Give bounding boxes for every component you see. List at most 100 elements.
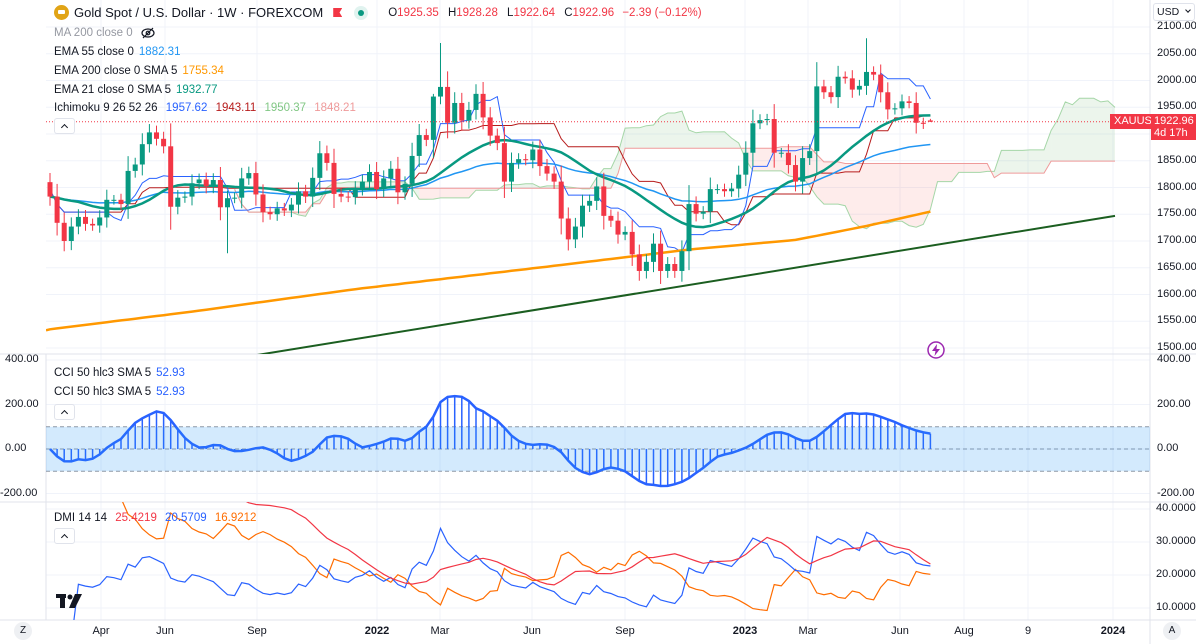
candle-body	[494, 135, 500, 144]
ema200-line	[46, 210, 931, 332]
ichimoku-cloud-segment	[1051, 118, 1059, 162]
time-label: 9	[1024, 625, 1032, 637]
candle-body	[281, 208, 287, 211]
tradingview-logo-icon	[56, 594, 82, 608]
candle-body	[54, 196, 60, 223]
candle-body	[246, 173, 252, 179]
candle	[494, 128, 500, 151]
candle-body	[97, 217, 103, 226]
candle-body	[700, 211, 706, 214]
candle-body	[565, 218, 571, 240]
ichimoku-cloud-segment	[348, 181, 356, 188]
legend-cci-2[interactable]: CCI 50 hlc3 SMA 5 52.93	[54, 386, 190, 398]
ichimoku-cloud-segment	[823, 161, 831, 205]
candle	[828, 86, 834, 104]
ichimoku-cloud-segment	[426, 188, 434, 200]
candle	[856, 79, 862, 96]
candle-body	[885, 92, 891, 110]
close-value: 1922.96	[572, 6, 615, 19]
ichimoku-cloud-segment	[674, 111, 682, 149]
candle-body	[509, 162, 514, 182]
symbol-price-tag: XAUUSD	[1110, 114, 1164, 129]
candle-body	[835, 76, 841, 98]
candle-body	[267, 212, 273, 215]
change-value: −2.39 (−0.12%)	[622, 6, 702, 19]
candle-body	[856, 85, 862, 90]
dmi-adx-value: 25.4219	[115, 512, 157, 524]
ichimoku-cloud-segment	[454, 188, 462, 198]
candle-body	[239, 178, 245, 198]
legend-ema200[interactable]: EMA 200 close 0 SMA 5 1755.34	[54, 65, 229, 77]
candle	[736, 165, 742, 198]
candle	[878, 64, 884, 103]
collapse-dmi-legend-button[interactable]	[54, 528, 75, 544]
ichimoku-cloud-segment	[731, 138, 739, 149]
candle	[296, 182, 301, 214]
currency-dropdown[interactable]: USD	[1153, 3, 1195, 21]
candle-body	[445, 86, 451, 123]
candle-body	[743, 152, 749, 175]
ichimoku-lead-value: 1848.21	[314, 102, 356, 114]
ichimoku-cloud-segment	[298, 212, 306, 217]
price-axis-label: 1600.00	[1157, 287, 1196, 300]
symbol-title[interactable]: Gold Spot / U.S. Dollar · 1W · FOREXCOM	[74, 5, 324, 20]
candle	[658, 230, 664, 284]
legend-cci-1[interactable]: CCI 50 hlc3 SMA 5 52.93	[54, 367, 190, 379]
candle-body	[629, 231, 635, 255]
candle	[125, 156, 131, 219]
candle-body	[878, 74, 884, 93]
legend-ema55[interactable]: EMA 55 close 0 1882.31	[54, 46, 185, 58]
lightning-icon[interactable]	[927, 341, 945, 359]
candle	[523, 154, 529, 166]
ichimoku-lagging-value: 1950.37	[264, 102, 307, 114]
ichimoku-cloud-segment	[965, 163, 973, 173]
candle-body	[594, 186, 600, 201]
cci-left-axis-label: 400.00	[5, 353, 39, 365]
candle	[210, 173, 216, 194]
candle	[97, 210, 103, 233]
candle-body	[430, 96, 436, 140]
candle	[459, 92, 465, 131]
candle-body	[842, 76, 848, 79]
cci-pane	[46, 394, 1150, 488]
candle-body	[530, 149, 536, 161]
candle	[580, 194, 585, 238]
candle-body	[75, 216, 81, 227]
cci-value: 52.93	[156, 386, 185, 398]
timezone-button[interactable]: Z	[14, 622, 32, 640]
candle-body	[90, 223, 96, 226]
candle	[423, 128, 429, 147]
flag-icon[interactable]	[333, 8, 343, 17]
legend-dmi[interactable]: DMI 14 14 25.4219 20.5709 16.9212	[54, 512, 261, 524]
ema200-value: 1755.34	[182, 65, 224, 77]
candle	[729, 182, 735, 197]
candle	[885, 82, 891, 120]
ichimoku-cloud-segment	[653, 116, 661, 149]
ichimoku-base-value: 1943.11	[215, 102, 257, 114]
time-label: Sep	[615, 625, 635, 637]
collapse-cci-legend-button[interactable]	[54, 404, 75, 420]
candle	[594, 177, 600, 211]
currency-label: USD	[1157, 6, 1180, 18]
ohlc-values: O1925.35 H1928.28 L1922.64 C1922.96 −2.3…	[382, 7, 701, 19]
candle-body	[828, 92, 834, 98]
legend-ema21[interactable]: EMA 21 close 0 SMA 5 1932.77	[54, 84, 223, 96]
hidden-eye-icon[interactable]	[141, 27, 155, 39]
time-label: Aug	[954, 625, 974, 637]
ichimoku-cloud-segment	[596, 168, 604, 189]
candle-body	[899, 101, 905, 109]
legend-ma200[interactable]: MA 200 close 0	[54, 27, 155, 39]
legend-ichimoku[interactable]: Ichimoku 9 26 52 26 1957.62 1943.11 1950…	[54, 102, 361, 114]
candle	[175, 190, 181, 215]
collapse-main-legend-button[interactable]	[54, 118, 75, 134]
candle	[615, 211, 621, 244]
candle-body	[658, 243, 664, 271]
candle-body	[771, 119, 777, 153]
candle-body	[665, 264, 671, 271]
candle	[395, 156, 401, 205]
ichimoku-cloud-segment	[724, 131, 732, 149]
candle	[324, 145, 330, 171]
auto-scale-button[interactable]: A	[1163, 622, 1181, 640]
candle-body	[927, 120, 933, 122]
